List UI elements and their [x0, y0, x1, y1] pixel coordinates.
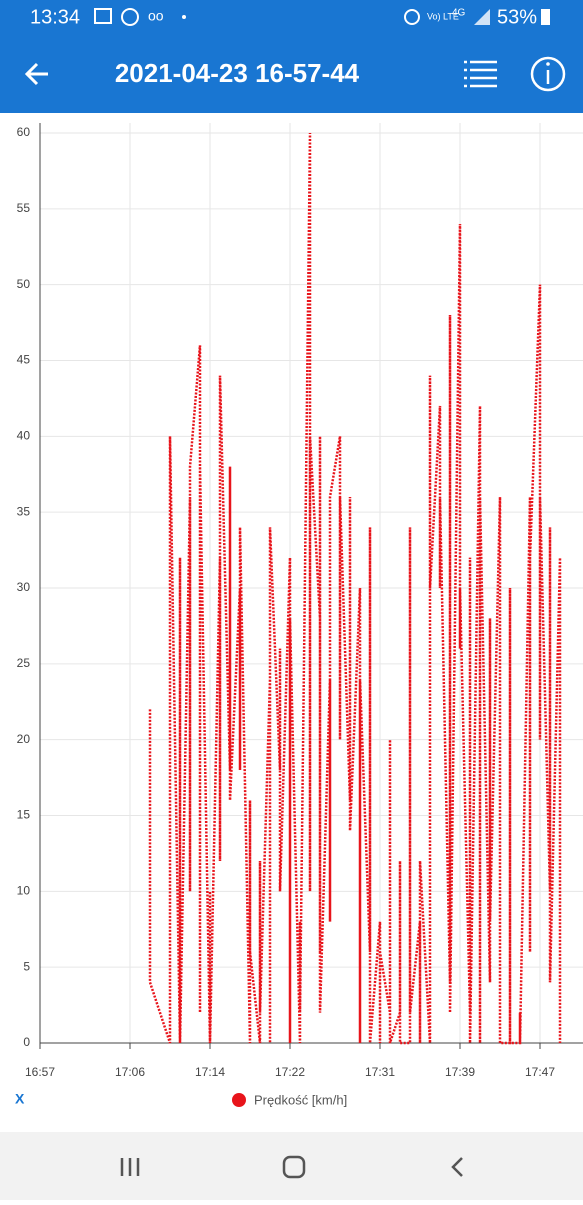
y-tick-label: 55 [17, 201, 31, 215]
x-axis-label: X [15, 1091, 25, 1107]
y-tick-label: 45 [17, 353, 31, 367]
recents-button[interactable] [120, 1158, 140, 1176]
voicemail-icon: oo [148, 8, 164, 24]
home-button[interactable] [282, 1155, 306, 1179]
y-tick-label: 20 [17, 732, 31, 746]
signal-icon [474, 9, 490, 25]
battery-icon [541, 9, 550, 25]
app-title: 2021-04-23 16-57-44 [115, 58, 360, 88]
nav-back-button[interactable] [451, 1157, 463, 1177]
y-tick-label: 35 [17, 504, 31, 518]
y-tick-label: 0 [23, 1035, 30, 1049]
app-header [0, 0, 583, 113]
dot-icon [182, 15, 186, 19]
y-tick-label: 30 [17, 580, 31, 594]
legend-label: Prędkość [km/h] [254, 1092, 347, 1107]
y-tick-label: 25 [17, 656, 31, 670]
y-tick-label: 5 [23, 959, 30, 973]
legend-swatch [232, 1093, 246, 1107]
nav-bar [0, 1132, 583, 1200]
gallery-icon [94, 8, 112, 24]
x-tick-label: 17:47 [525, 1065, 555, 1079]
whatsapp-icon [121, 8, 139, 26]
y-tick-label: 60 [17, 125, 31, 139]
network-label: 4G [452, 8, 466, 19]
plot: 0 5 10 15 20 25 30 35 40 45 50 55 60 16:57 17:06 17:14 1… [17, 123, 583, 1079]
volte-label: Vo) LTE [427, 11, 459, 21]
y-tick-label: 10 [17, 884, 31, 898]
x-tick-label: 17:31 [365, 1065, 395, 1079]
x-tick-label: 17:22 [275, 1065, 305, 1079]
battery-level: 53% [497, 6, 537, 28]
status-time: 13:34 [30, 6, 80, 28]
speed-line [148, 132, 562, 1045]
y-tick-label: 50 [17, 277, 31, 291]
y-tick-label: 40 [17, 429, 31, 443]
y-tick-label: 15 [17, 808, 31, 822]
list-button[interactable] [464, 60, 497, 88]
back-button[interactable] [24, 62, 48, 86]
x-tick-label: 17:06 [115, 1065, 145, 1079]
x-tick-label: 17:14 [195, 1065, 225, 1079]
x-tick-label: 16:57 [25, 1065, 55, 1079]
alarm-icon [404, 9, 420, 25]
x-tick-label: 17:39 [445, 1065, 475, 1079]
info-button[interactable] [530, 56, 566, 92]
